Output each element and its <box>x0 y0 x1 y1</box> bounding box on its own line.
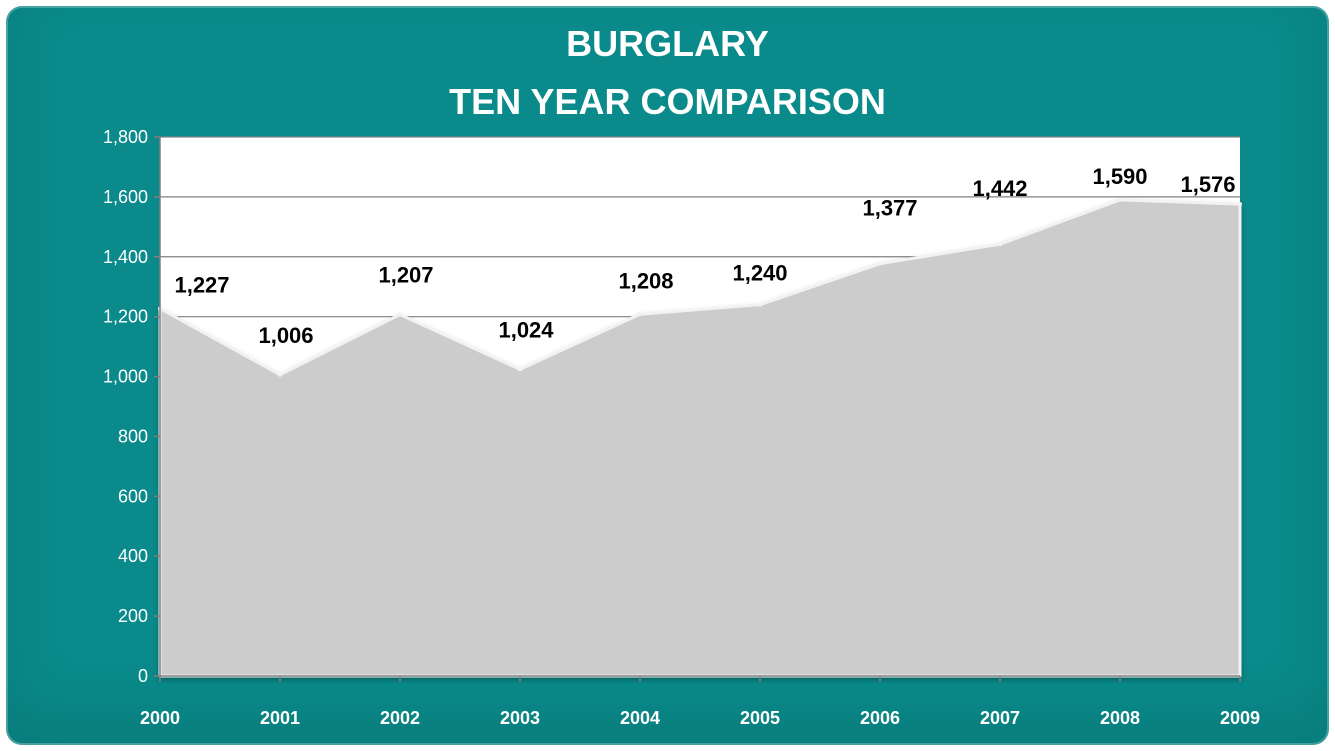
data-label-2009: 1,576 <box>1180 172 1235 197</box>
chart-title-line-2: TEN YEAR COMPARISON <box>449 81 886 122</box>
axes <box>154 136 1241 682</box>
y-tick-label-1200: 1,200 <box>103 307 148 327</box>
x-tick-label-2009: 2009 <box>1220 708 1260 728</box>
data-labels: 1,227 1,006 1,207 1,024 1,208 1,240 1,377 1,442… <box>174 164 1235 348</box>
y-tick-label-1800: 1,800 <box>103 127 148 147</box>
y-tick-label-1000: 1,000 <box>103 367 148 387</box>
data-label-2006: 1,377 <box>862 196 917 221</box>
data-label-2004: 1,208 <box>618 268 673 293</box>
x-tick-label-2005: 2005 <box>740 708 780 728</box>
x-axis-tick-labels: 2000 2001 2002 2003 2004 2005 2006 2007 2008 2009 <box>140 708 1260 728</box>
x-tick-label-2008: 2008 <box>1100 708 1140 728</box>
data-label-2000: 1,227 <box>174 273 229 298</box>
y-tick-label-0: 0 <box>138 666 148 686</box>
x-tick-label-2001: 2001 <box>260 708 300 728</box>
data-label-2002: 1,207 <box>378 263 433 288</box>
data-point-2004 <box>638 312 642 317</box>
data-label-2001: 1,006 <box>258 323 313 348</box>
data-point-2007 <box>998 242 1002 247</box>
y-tick-label-200: 200 <box>118 606 148 626</box>
y-tick-label-400: 400 <box>118 546 148 566</box>
data-point-2005 <box>758 302 762 307</box>
data-label-2007: 1,442 <box>972 176 1027 201</box>
x-tick-label-2000: 2000 <box>140 708 180 728</box>
area-series <box>158 197 1242 678</box>
data-label-2003: 1,024 <box>498 317 554 342</box>
x-tick-label-2002: 2002 <box>380 708 420 728</box>
chart-title-line-1: BURGLARY <box>566 23 769 64</box>
y-tick-label-1600: 1,600 <box>103 187 148 207</box>
x-tick-label-2006: 2006 <box>860 708 900 728</box>
data-label-2005: 1,240 <box>732 261 787 286</box>
data-point-2008 <box>1118 197 1122 202</box>
data-point-2009 <box>1238 202 1242 207</box>
y-tick-label-1400: 1,400 <box>103 247 148 267</box>
x-tick-label-2007: 2007 <box>980 708 1020 728</box>
data-point-2003 <box>518 367 522 372</box>
x-tick-label-2003: 2003 <box>500 708 540 728</box>
x-tick-label-2004: 2004 <box>620 708 660 728</box>
data-point-2006 <box>878 261 882 266</box>
data-label-2008: 1,590 <box>1092 164 1147 189</box>
data-point-2001 <box>278 372 282 377</box>
data-point-2002 <box>398 312 402 317</box>
y-axis-tick-labels: 0 200 400 600 800 1,000 1,200 1,400 1,600 1,800 <box>103 127 148 686</box>
y-tick-label-800: 800 <box>118 426 148 446</box>
y-tick-label-600: 600 <box>118 486 148 506</box>
